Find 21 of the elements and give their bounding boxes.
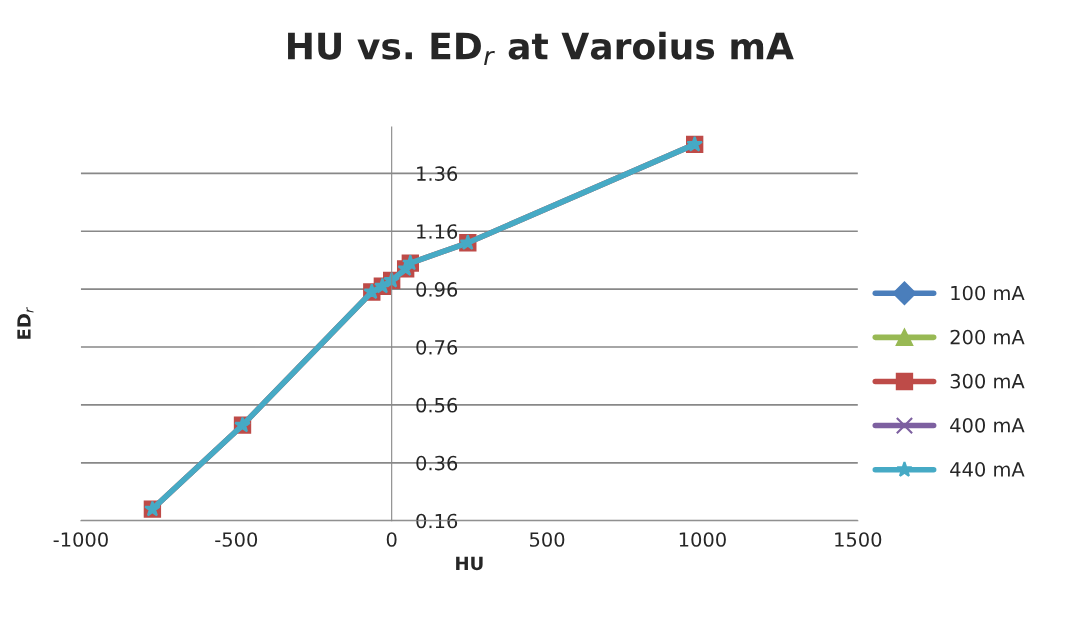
y-axis-title: ED$_{r}$ bbox=[17, 307, 34, 339]
y-tick-label: 1.16 bbox=[417, 224, 458, 239]
y-tick-label: 0.96 bbox=[416, 282, 458, 297]
y-tick-label: 0.56 bbox=[416, 397, 458, 413]
chart-title: HU vs. ED$_{r}$ at Varoius mA bbox=[288, 31, 794, 66]
x-tick-label: -1000 bbox=[53, 532, 108, 547]
y-tick-label: 0.16 bbox=[416, 513, 458, 529]
legend-label: 440 mA bbox=[950, 462, 1025, 477]
y-tick-label: 1.36 bbox=[417, 166, 458, 181]
y-tick-label: 0.76 bbox=[416, 339, 458, 355]
legend-label: 400 mA bbox=[950, 417, 1025, 433]
x-tick-label: 1000 bbox=[679, 532, 726, 547]
x-tick-label: -500 bbox=[215, 532, 258, 547]
x-axis-title: HU bbox=[456, 556, 483, 571]
x-tick-label: 0 bbox=[386, 532, 397, 547]
y-tick-label: 0.36 bbox=[416, 455, 458, 471]
legend-label: 300 mA bbox=[950, 373, 1025, 389]
legend-label: 100 mA bbox=[951, 285, 1025, 301]
x-tick-label: 1500 bbox=[835, 532, 882, 547]
legend-label: 200 mA bbox=[950, 329, 1025, 345]
x-tick-label: 500 bbox=[530, 532, 565, 547]
